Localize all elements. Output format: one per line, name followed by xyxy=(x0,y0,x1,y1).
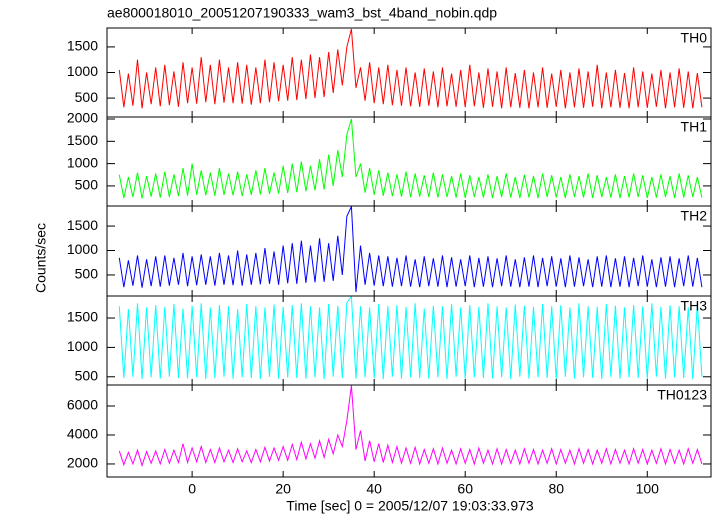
panel-frame xyxy=(106,116,712,207)
x-tick-label: 100 xyxy=(636,481,660,497)
light-curve xyxy=(118,118,703,199)
x-axis-label: Time [sec] 0 = 2005/12/07 19:03:33.973 xyxy=(286,498,534,514)
y-tick-label: 500 xyxy=(75,89,99,105)
y-tick-label: 6000 xyxy=(67,397,98,413)
x-tick-label: 80 xyxy=(548,481,564,497)
y-tick-label: 1000 xyxy=(67,63,98,79)
y-tick-label: 1500 xyxy=(67,217,98,233)
y-tick-label: 2000 xyxy=(67,110,98,126)
y-tick-label: 2000 xyxy=(67,455,98,471)
y-tick-label: 1500 xyxy=(67,132,98,148)
y-tick-label: 1000 xyxy=(67,241,98,257)
light-curve xyxy=(118,28,703,109)
panel-label: TH0 xyxy=(681,30,708,46)
y-axis-label: Counts/sec xyxy=(33,223,49,293)
y-tick-label: 500 xyxy=(75,266,99,282)
panel-frame xyxy=(106,384,712,478)
panel-label: TH0123 xyxy=(657,387,707,403)
chart-title: ae800018010_20051207190333_wam3_bst_4ban… xyxy=(107,5,497,21)
panel-label: TH2 xyxy=(681,208,708,224)
light-curve xyxy=(118,206,703,293)
y-tick-label: 500 xyxy=(75,177,99,193)
y-tick-label: 1000 xyxy=(67,154,98,170)
y-tick-label: 500 xyxy=(75,367,99,383)
y-tick-label: 1500 xyxy=(67,38,98,54)
y-tick-label: 4000 xyxy=(67,426,98,442)
x-tick-label: 40 xyxy=(366,481,382,497)
panel-label: TH3 xyxy=(681,298,708,314)
panel-label: TH1 xyxy=(681,119,708,135)
x-tick-label: 20 xyxy=(275,481,291,497)
light-curve xyxy=(118,296,703,380)
light-curve xyxy=(118,385,703,468)
x-tick-label: 0 xyxy=(188,481,196,497)
y-tick-label: 1000 xyxy=(67,338,98,354)
x-tick-label: 60 xyxy=(457,481,473,497)
y-tick-label: 1500 xyxy=(67,309,98,325)
